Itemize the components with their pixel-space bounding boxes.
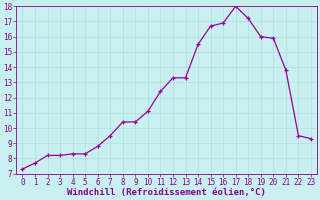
X-axis label: Windchill (Refroidissement éolien,°C): Windchill (Refroidissement éolien,°C) bbox=[67, 188, 266, 197]
